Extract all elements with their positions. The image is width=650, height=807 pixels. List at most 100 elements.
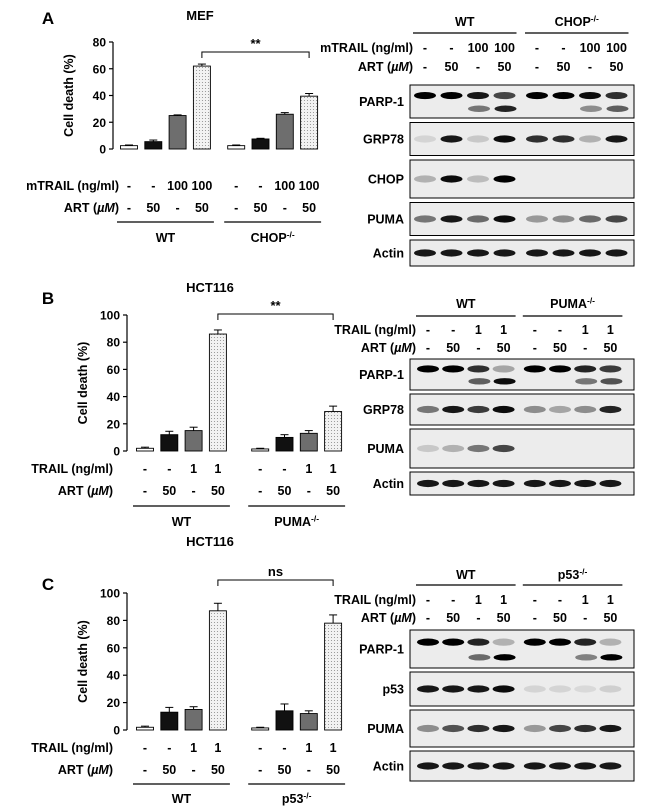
blot-row-label: PARP-1	[359, 95, 404, 109]
blot-band	[605, 215, 628, 223]
blot-row-label: PUMA	[367, 442, 404, 456]
blot-band	[492, 685, 515, 693]
blot-band	[467, 365, 490, 373]
bar	[299, 713, 318, 731]
treatment-value: 100	[191, 179, 212, 193]
treatment-value: 1	[330, 741, 337, 755]
blot-band	[414, 91, 436, 100]
blot-band	[467, 479, 490, 488]
chart-title: HCT116	[186, 534, 234, 549]
treatment-value: -	[258, 741, 262, 755]
blot-treatment-value: -	[533, 341, 537, 355]
y-axis-label: Cell death (%)	[76, 620, 90, 703]
treatment-value: 50	[162, 763, 176, 777]
treatment-label: ART (µM)	[64, 201, 119, 215]
blot-band	[549, 685, 571, 693]
blot-band	[493, 91, 516, 100]
blot-band	[549, 405, 571, 414]
blot-band	[575, 654, 598, 661]
treatment-value: 1	[214, 462, 221, 476]
blot-band	[599, 685, 622, 693]
blot-band	[574, 405, 597, 414]
y-tick-label: 20	[93, 116, 107, 130]
blot-treatment-value: 1	[607, 593, 614, 607]
blot-band	[468, 105, 490, 112]
blot-band	[492, 479, 515, 488]
panel-letter-A: A	[42, 9, 54, 28]
treatment-value: -	[143, 763, 147, 777]
treatment-value: 50	[211, 763, 225, 777]
blot-band	[467, 724, 490, 733]
chart-title: MEF	[186, 8, 214, 23]
blot-treatment-value: -	[558, 323, 562, 337]
blot-band	[579, 249, 601, 257]
blot-band	[574, 365, 597, 373]
blot-band	[493, 215, 516, 223]
blot-treatment-label: TRAIL (ng/ml)	[334, 593, 416, 607]
blot-treatment-value: -	[533, 323, 537, 337]
blot-band	[493, 175, 516, 183]
blot-band	[442, 405, 465, 414]
blot-treatment-value: 50	[553, 341, 567, 355]
blot-frame	[409, 471, 635, 496]
blot-treatment-value: -	[558, 593, 562, 607]
bar	[227, 145, 246, 150]
blot-treatment-value: -	[476, 341, 480, 355]
blot-band	[467, 91, 489, 100]
blot-treatment-value: 1	[582, 593, 589, 607]
blot-band	[549, 724, 571, 733]
treatment-value: 100	[274, 179, 295, 193]
blot-band	[417, 724, 439, 733]
significance-bracket	[201, 51, 310, 58]
bar	[120, 145, 138, 150]
blot-row-label: GRP78	[363, 133, 404, 147]
bar	[168, 115, 187, 150]
treatment-value: 50	[326, 484, 340, 498]
blot-band	[579, 215, 601, 223]
blot-band	[526, 215, 548, 223]
blot-band	[523, 762, 546, 770]
bar	[251, 727, 270, 731]
blot-band	[442, 638, 465, 646]
blot-row-chop	[409, 159, 635, 199]
y-tick-label: 20	[107, 696, 121, 710]
blot-row-label: p53	[382, 683, 404, 697]
blot-treatment-value: 100	[606, 41, 627, 55]
bar	[275, 710, 294, 731]
blot-treatment-value: -	[451, 323, 455, 337]
y-tick-label: 40	[107, 390, 121, 404]
blot-band	[493, 654, 516, 661]
blot-band	[605, 249, 628, 257]
treatment-value: -	[282, 462, 286, 476]
blot-band	[549, 365, 571, 373]
blot-band	[417, 365, 439, 373]
blot-row-label: Actin	[373, 760, 404, 774]
blot-treatment-label: ART (µM)	[361, 611, 416, 625]
significance-label: **	[250, 36, 261, 51]
blot-band	[442, 762, 465, 770]
significance-label: ns	[268, 564, 283, 579]
blot-row-label: Actin	[373, 247, 404, 261]
blot-band	[442, 479, 465, 488]
blot-band	[442, 685, 465, 693]
blot-treatment-value: -	[423, 60, 427, 74]
blot-band	[468, 378, 491, 385]
blot-treatment-value: 50	[498, 60, 512, 74]
y-tick-label: 0	[113, 445, 120, 459]
blot-band	[526, 91, 548, 100]
treatment-value: 1	[190, 741, 197, 755]
blot-band	[440, 175, 463, 183]
blot-band	[526, 249, 548, 257]
blot-band	[600, 654, 623, 661]
treatment-label: TRAIL (ng/ml)	[31, 741, 113, 755]
blot-band	[526, 135, 548, 143]
significance-label: **	[270, 298, 281, 313]
blot-band	[467, 444, 490, 453]
blot-treatment-value: -	[476, 60, 480, 74]
bar	[160, 711, 179, 731]
blot-band	[467, 249, 489, 257]
blot-frame	[409, 629, 635, 669]
group-label: CHOP-/-	[251, 229, 295, 245]
blot-band	[467, 405, 490, 414]
treatment-value: 50	[278, 763, 292, 777]
